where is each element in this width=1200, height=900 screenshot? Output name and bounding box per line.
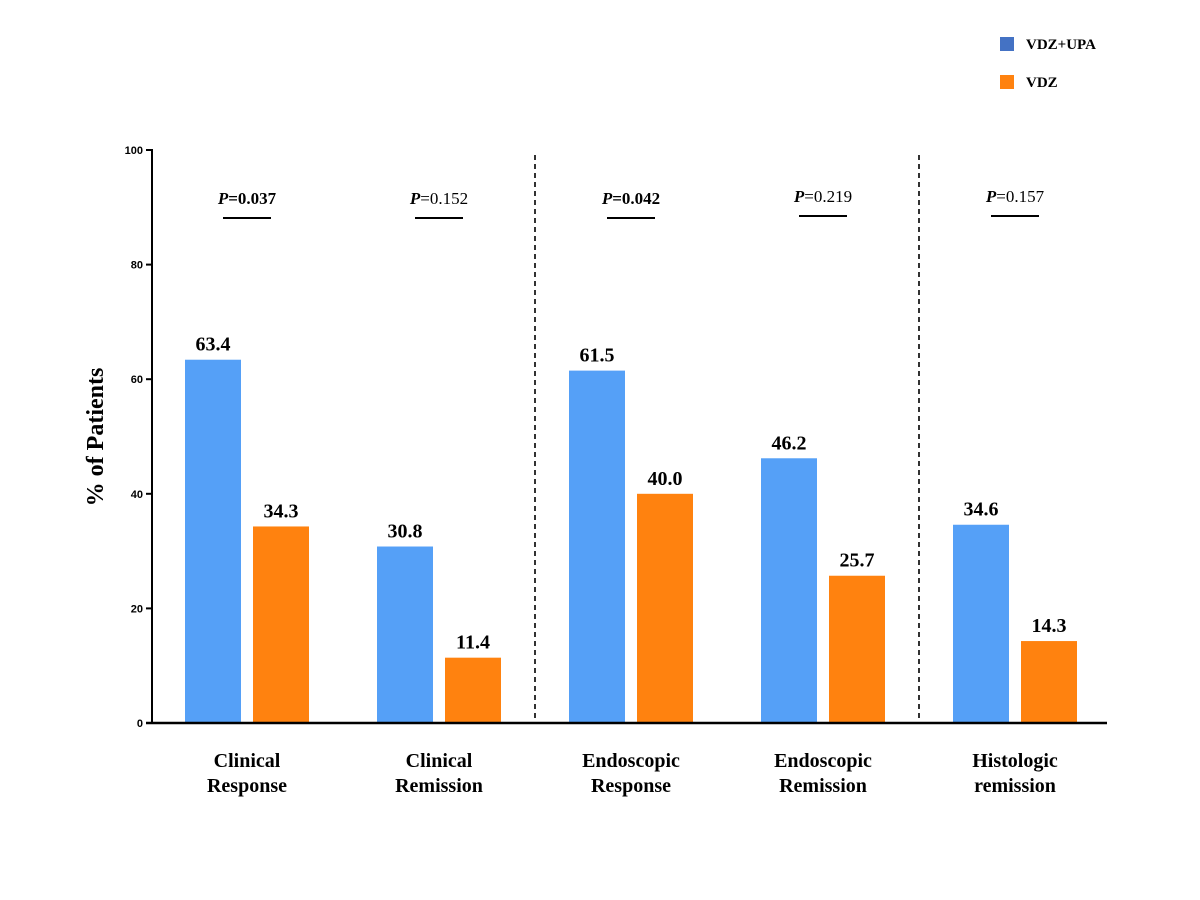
value-label: 14.3: [1032, 615, 1067, 637]
y-tick-label: 40: [131, 489, 143, 501]
y-tick-label: 0: [137, 718, 143, 730]
y-tick-label: 60: [131, 374, 143, 386]
bar-vdz-upa-4: [953, 524, 1009, 723]
value-label: 40.0: [648, 468, 683, 490]
bar-vdz-0: [253, 526, 309, 723]
legend-swatch-vdz: [1000, 75, 1014, 89]
category-label-line2: Remission: [395, 775, 483, 797]
value-label: 61.5: [580, 345, 615, 367]
bar-vdz-4: [1021, 641, 1077, 723]
value-label: 25.7: [840, 550, 875, 572]
y-axis-title: % of Patients: [83, 368, 109, 507]
category-label-line2: remission: [974, 775, 1056, 797]
bar-vdz-upa-3: [761, 458, 817, 723]
value-label: 46.2: [772, 432, 807, 454]
category-label-line1: Endoscopic: [774, 750, 872, 772]
category-label-line1: Endoscopic: [582, 750, 680, 772]
legend-swatch-vdz-upa: [1000, 37, 1014, 51]
value-label: 11.4: [456, 632, 490, 654]
p-value-label: P=0.219: [793, 187, 852, 206]
p-value-label: P=0.157: [985, 187, 1045, 206]
legend-label: VDZ+UPA: [1026, 37, 1096, 53]
bar-vdz-upa-0: [185, 359, 241, 723]
value-label: 34.6: [964, 499, 999, 521]
category-label-line2: Remission: [779, 775, 867, 797]
p-value-label: P=0.042: [601, 189, 660, 208]
bar-vdz-upa-2: [569, 370, 625, 723]
y-tick-label: 100: [125, 145, 143, 157]
x-axis: Clinical Response Clinical Remission Endosco…: [146, 721, 1107, 797]
value-label: 30.8: [388, 521, 423, 543]
y-axis: 0 20 40 60 80 100 % of Patients: [83, 145, 153, 730]
value-label: 34.3: [264, 500, 299, 522]
group-separators: [534, 155, 920, 723]
y-tick-label: 80: [131, 260, 143, 272]
bar-vdz-3: [829, 575, 885, 723]
y-tick-label: 20: [131, 603, 143, 615]
bars: 63.4 34.3 30.8 11.4 61.5 40.0 46.2 25.7 34.6 14.3: [185, 334, 1077, 723]
category-label-line1: Clinical: [406, 750, 473, 772]
category-label-line1: Clinical: [214, 750, 281, 772]
value-label: 63.4: [196, 334, 231, 356]
p-value-annotations: P=0.037 P=0.152 P=0.042 P=0.219 P=0.157: [217, 187, 1045, 219]
category-label-line1: Histologic: [972, 750, 1058, 772]
p-value-label: P=0.037: [217, 189, 277, 208]
bar-vdz-2: [637, 493, 693, 723]
legend-label: VDZ: [1026, 75, 1058, 91]
category-label-line2: Response: [207, 775, 287, 797]
bar-vdz-1: [445, 657, 501, 723]
legend: VDZ+UPA VDZ: [1000, 37, 1096, 91]
bar-vdz-upa-1: [377, 546, 433, 723]
p-value-label: P=0.152: [409, 189, 468, 208]
category-label-line2: Response: [591, 775, 671, 797]
